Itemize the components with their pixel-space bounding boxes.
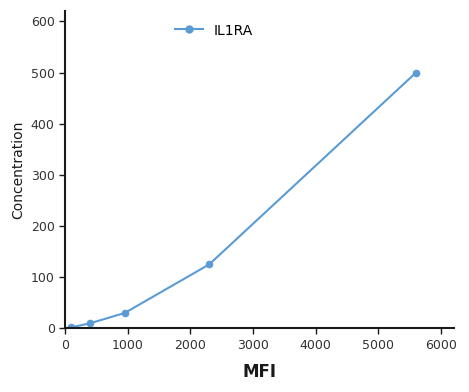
X-axis label: MFI: MFI xyxy=(242,363,276,381)
Y-axis label: Concentration: Concentration xyxy=(11,121,25,219)
Legend: IL1RA: IL1RA xyxy=(169,18,258,43)
